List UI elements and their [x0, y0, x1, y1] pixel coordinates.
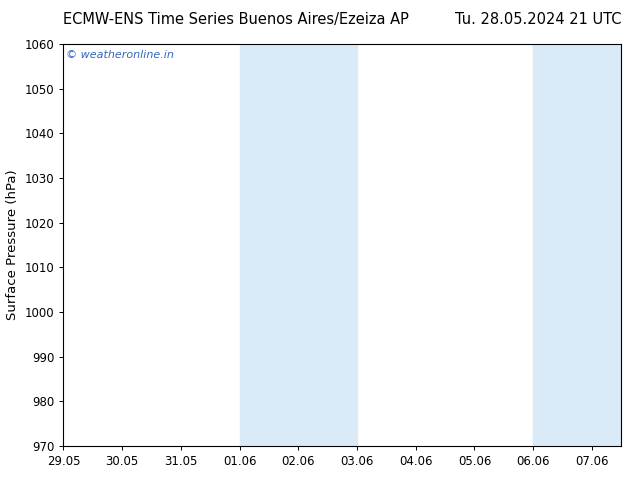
Y-axis label: Surface Pressure (hPa): Surface Pressure (hPa) — [6, 170, 19, 320]
Bar — [533, 44, 621, 446]
Text: © weatheronline.in: © weatheronline.in — [66, 50, 174, 60]
Text: Tu. 28.05.2024 21 UTC: Tu. 28.05.2024 21 UTC — [455, 12, 621, 27]
Text: ECMW-ENS Time Series Buenos Aires/Ezeiza AP: ECMW-ENS Time Series Buenos Aires/Ezeiza… — [63, 12, 410, 27]
Bar — [240, 44, 357, 446]
